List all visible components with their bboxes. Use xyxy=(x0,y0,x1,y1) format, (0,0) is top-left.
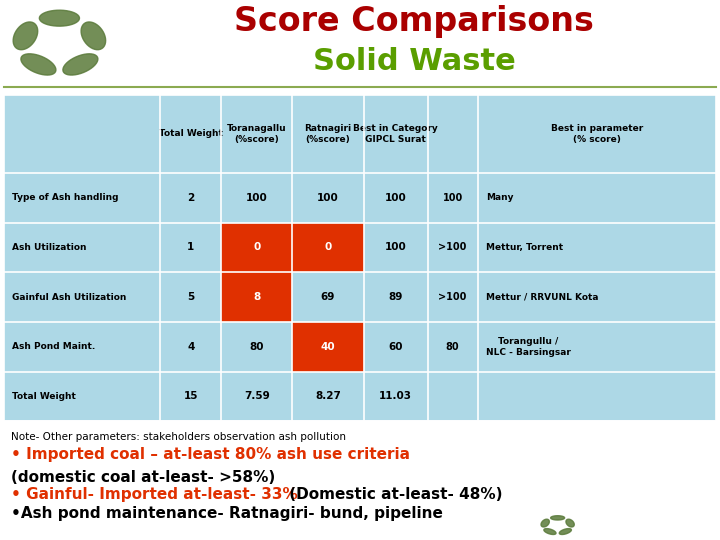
Polygon shape xyxy=(551,516,564,520)
Text: 89: 89 xyxy=(389,292,402,302)
Text: Centre for Science and Environment: Centre for Science and Environment xyxy=(532,521,720,531)
Text: 100: 100 xyxy=(384,242,407,252)
Text: 0: 0 xyxy=(253,242,260,252)
Bar xyxy=(477,94,716,173)
Text: Toranagallu
(%score): Toranagallu (%score) xyxy=(227,124,287,144)
Text: 8: 8 xyxy=(253,292,260,302)
Text: 4: 4 xyxy=(187,342,194,352)
Text: • Imported coal – at-least 80% ash use criteria: • Imported coal – at-least 80% ash use c… xyxy=(11,447,410,462)
Text: 80: 80 xyxy=(446,342,459,352)
Bar xyxy=(364,94,428,173)
Text: >100: >100 xyxy=(438,242,467,252)
Bar xyxy=(221,94,292,173)
Text: Note- Other parameters: stakeholders observation ash pollution: Note- Other parameters: stakeholders obs… xyxy=(11,432,346,442)
Bar xyxy=(161,94,221,173)
Text: 60: 60 xyxy=(388,342,403,352)
Text: Best in Category
GIPCL Surat: Best in Category GIPCL Surat xyxy=(354,124,438,144)
Text: 8.27: 8.27 xyxy=(315,392,341,401)
Text: Ratnagiri
(%score): Ratnagiri (%score) xyxy=(305,124,351,144)
Text: Ash Utilization: Ash Utilization xyxy=(12,243,86,252)
Bar xyxy=(292,222,364,272)
Polygon shape xyxy=(81,22,106,50)
Polygon shape xyxy=(21,54,56,75)
Text: >100: >100 xyxy=(438,292,467,302)
Polygon shape xyxy=(40,10,79,26)
Bar xyxy=(292,94,364,173)
Text: 100: 100 xyxy=(384,193,407,202)
Polygon shape xyxy=(544,529,556,535)
Text: Torangullu /
NLC - Barsingsar: Torangullu / NLC - Barsingsar xyxy=(486,336,571,357)
Text: 1: 1 xyxy=(187,242,194,252)
Bar xyxy=(221,222,292,272)
Text: Gainful Ash Utilization: Gainful Ash Utilization xyxy=(12,293,127,301)
Bar xyxy=(292,322,364,372)
Text: Total Weight: Total Weight xyxy=(159,129,222,138)
Polygon shape xyxy=(566,519,575,527)
Text: Score Comparisons: Score Comparisons xyxy=(234,5,594,38)
Polygon shape xyxy=(559,529,572,535)
Text: 0: 0 xyxy=(324,242,331,252)
Text: (domestic coal at-least- >58%): (domestic coal at-least- >58%) xyxy=(11,470,275,485)
Text: (Domestic at-least- 48%): (Domestic at-least- 48%) xyxy=(284,487,503,502)
Text: 69: 69 xyxy=(320,292,335,302)
Bar xyxy=(4,94,161,173)
Text: 80: 80 xyxy=(249,342,264,352)
Text: 15: 15 xyxy=(184,392,198,401)
Text: 100: 100 xyxy=(246,193,268,202)
Text: Mettur, Torrent: Mettur, Torrent xyxy=(486,243,563,252)
Polygon shape xyxy=(13,22,37,50)
Text: 5: 5 xyxy=(187,292,194,302)
Text: Many: Many xyxy=(486,193,513,202)
Text: 7.59: 7.59 xyxy=(244,392,269,401)
Text: Total Weight: Total Weight xyxy=(12,392,76,401)
Text: 40: 40 xyxy=(320,342,336,352)
Text: Mettur / RRVUNL Kota: Mettur / RRVUNL Kota xyxy=(486,293,598,301)
Text: Type of Ash handling: Type of Ash handling xyxy=(12,193,119,202)
Text: • Gainful- Imported at-least- 33%: • Gainful- Imported at-least- 33% xyxy=(11,487,297,502)
Text: Solid Waste: Solid Waste xyxy=(312,47,516,76)
Text: 11.03: 11.03 xyxy=(379,392,412,401)
Text: 100: 100 xyxy=(443,193,463,202)
Text: Best in parameter
(% score): Best in parameter (% score) xyxy=(551,124,643,144)
Polygon shape xyxy=(541,519,549,527)
Text: 100: 100 xyxy=(317,193,339,202)
Text: Ash Pond Maint.: Ash Pond Maint. xyxy=(12,342,96,351)
Polygon shape xyxy=(63,54,98,75)
Text: •Ash pond maintenance- Ratnagiri- bund, pipeline: •Ash pond maintenance- Ratnagiri- bund, … xyxy=(11,506,443,521)
Bar xyxy=(221,272,292,322)
Text: 2: 2 xyxy=(187,193,194,202)
